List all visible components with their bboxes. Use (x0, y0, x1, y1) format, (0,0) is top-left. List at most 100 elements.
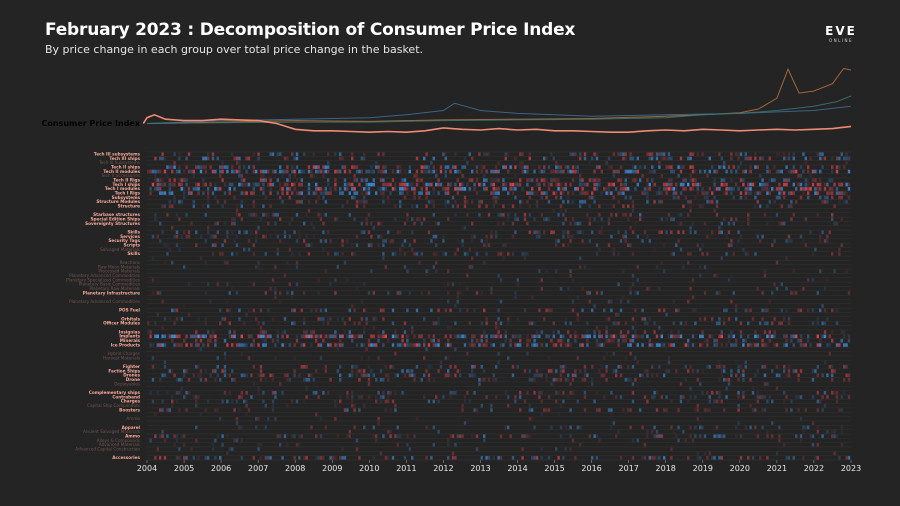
heatmap-cell (831, 373, 834, 378)
heatmap-cell (514, 295, 517, 300)
heatmap-cell (569, 391, 572, 395)
heatmap-cell (271, 373, 275, 378)
heatmap-cell (240, 456, 243, 460)
row-label: Drones (123, 373, 140, 378)
heatmap-cell (627, 204, 630, 208)
heatmap-cell (303, 456, 306, 460)
heatmap-cell (559, 208, 563, 213)
heatmap-cell (677, 195, 680, 200)
heatmap-cell (360, 343, 363, 347)
heatmap-cell (543, 230, 546, 234)
heatmap-cell (845, 152, 848, 156)
heatmap-cell (689, 165, 692, 169)
heatmap-cell (495, 187, 498, 191)
heatmap-cell (567, 343, 570, 347)
heatmap-cell (351, 334, 354, 339)
heatmap-cell (286, 191, 289, 195)
heatmap-cell (226, 308, 229, 313)
heatmap-cell (787, 234, 791, 239)
heatmap-cell (552, 230, 555, 234)
heatmap-cell (559, 165, 563, 169)
heatmap-cell (276, 234, 279, 239)
heatmap-cell (833, 434, 836, 438)
heatmap-cell (718, 365, 721, 369)
heatmap-cell (252, 213, 255, 217)
heatmap-cell (775, 373, 779, 378)
heatmap-cell (492, 182, 495, 187)
heatmap-cell (459, 373, 462, 378)
heatmap-cell (586, 338, 589, 343)
heatmap-cell (797, 338, 800, 343)
heatmap-cell (547, 182, 551, 187)
heatmap-cell (598, 343, 601, 347)
series-line-b (146, 102, 852, 124)
heatmap-cell (768, 156, 771, 161)
heatmap-cell (787, 365, 791, 369)
heatmap-cell (682, 230, 685, 234)
heatmap-cell (454, 252, 457, 256)
heatmap-cell (154, 169, 157, 174)
heatmap-cell (737, 230, 740, 234)
heatmap-cell (545, 408, 548, 412)
heatmap-cell (624, 182, 627, 187)
heatmap-cell (847, 395, 851, 399)
heatmap-cell (415, 308, 419, 313)
heatmap-cell (521, 456, 524, 460)
heatmap-cell (183, 369, 186, 373)
heatmap-cell (348, 308, 351, 313)
heatmap-cell (437, 321, 440, 326)
heatmap-cell (262, 187, 265, 191)
heatmap-cell (651, 430, 654, 434)
heatmap-cell (528, 378, 531, 382)
heatmap-cell (264, 334, 267, 339)
heatmap-cell (255, 169, 258, 174)
heatmap-cell (672, 169, 675, 174)
heatmap-cell (605, 191, 608, 195)
heatmap-cell (711, 456, 714, 460)
heatmap-cell (612, 369, 615, 373)
heatmap-cell (785, 343, 788, 347)
heatmap-cell (159, 239, 162, 243)
heatmap-cell (687, 299, 690, 304)
heatmap-cell (432, 343, 435, 347)
heatmap-cell (840, 443, 843, 447)
heatmap-cell (739, 321, 743, 326)
heatmap-cell (670, 187, 673, 191)
heatmap-cell (574, 152, 577, 156)
heatmap-cell (831, 165, 834, 169)
heatmap-cell (195, 365, 198, 369)
heatmap-cell (351, 404, 354, 408)
heatmap-cell (636, 343, 639, 347)
heatmap-cell (751, 408, 755, 412)
heatmap-cell (264, 291, 267, 295)
heatmap-cell (682, 178, 685, 182)
heatmap-cell (413, 191, 416, 195)
heatmap-cell (379, 395, 383, 399)
heatmap-cell (502, 256, 505, 260)
heatmap-cell (334, 343, 337, 347)
heatmap-cell (355, 204, 359, 208)
heatmap-cell (403, 252, 407, 256)
heatmap-cell (672, 343, 675, 347)
heatmap-cell (485, 252, 488, 256)
heatmap-cell (389, 408, 392, 412)
heatmap-cell (262, 321, 265, 326)
heatmap-cell (415, 204, 419, 208)
heatmap-cell (761, 317, 764, 321)
heatmap-cell (396, 169, 399, 174)
heatmap-cell (622, 338, 625, 343)
heatmap-cell (300, 365, 303, 369)
series-line-c (146, 95, 852, 124)
heatmap-cell (235, 438, 239, 443)
heatmap-cell (214, 378, 217, 382)
heatmap-cell (319, 343, 323, 347)
heatmap-cell (415, 417, 419, 421)
heatmap-cell (514, 165, 517, 169)
heatmap-cell (199, 338, 203, 343)
x-tick-label: 2018 (656, 464, 676, 473)
heatmap-cell (490, 404, 493, 408)
heatmap-cell (624, 239, 627, 243)
heatmap-cell (435, 234, 438, 239)
heatmap-cell (214, 456, 217, 460)
heatmap-cell (838, 195, 841, 200)
